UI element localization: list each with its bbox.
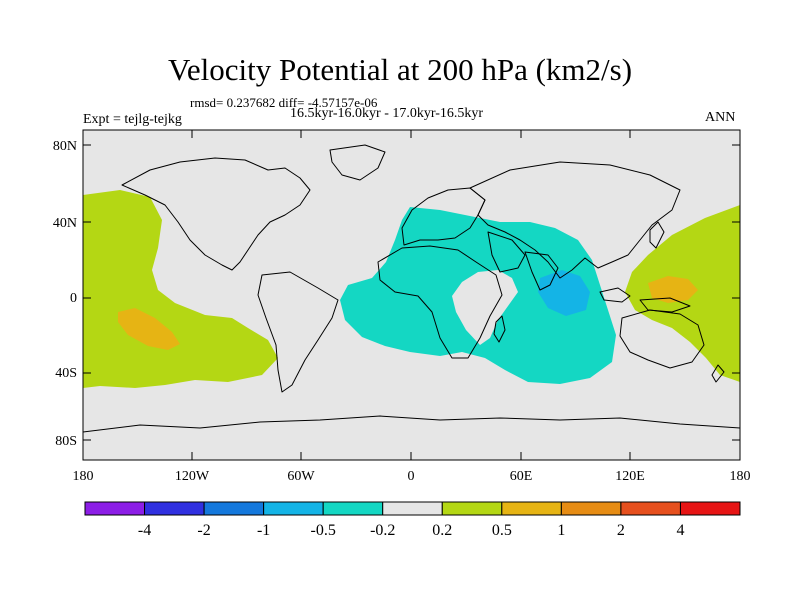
colorbar-label-1: -2 <box>197 522 210 539</box>
lon-label-60e: 60E <box>510 469 533 484</box>
colorbar-label-5: 0.2 <box>432 522 452 539</box>
colorbar-swatch-3 <box>263 501 324 516</box>
colorbar-swatch-4 <box>322 501 384 516</box>
contour-strong-negative-indian <box>538 270 590 316</box>
lat-label-40s: 40S <box>55 366 77 381</box>
colorbar-swatch-5 <box>382 501 443 516</box>
lat-ticks <box>83 144 740 441</box>
colorbar-label-7: 1 <box>557 522 565 539</box>
colorbar-swatch-2 <box>203 501 265 516</box>
lon-label-180e: 180 <box>730 469 751 484</box>
stats-label: rmsd= 0.237682 diff= -4.57157e-06 <box>190 95 378 110</box>
lon-label-120e: 120E <box>615 469 645 484</box>
contour-positive-west-pacific <box>83 190 278 388</box>
lon-ticks <box>191 130 631 460</box>
colorbar-label-3: -0.5 <box>311 522 336 539</box>
colorbar-label-2: -1 <box>257 522 270 539</box>
contour-strong-positive-west <box>118 308 180 350</box>
colorbar-label-0: -4 <box>138 522 151 539</box>
lat-label-80s: 80S <box>55 434 77 449</box>
lon-label-60w: 60W <box>287 469 315 484</box>
lon-label-120w: 120W <box>175 469 210 484</box>
colorbar-label-6: 0.5 <box>492 522 512 539</box>
colorbar-swatch-10 <box>679 501 741 516</box>
lat-label-40n: 40N <box>53 216 77 231</box>
period-label: 16.5kyr-16.0kyr - 17.0kyr-16.5kyr <box>290 106 484 121</box>
lat-label-0: 0 <box>70 291 77 306</box>
colorbar: -4 -2 -1 -0.5 -0.2 0.2 0.5 1 2 4 <box>84 501 741 539</box>
colorbar-swatch-9 <box>620 501 681 516</box>
lat-label-80n: 80N <box>53 139 77 154</box>
colorbar-swatch-0 <box>84 501 146 516</box>
map-title: Velocity Potential at 200 hPa (km2/s) <box>167 52 633 87</box>
lon-label-180w: 180 <box>73 469 94 484</box>
colorbar-swatch-1 <box>144 501 205 516</box>
contour-strong-positive-east <box>648 276 698 303</box>
lon-label-0: 0 <box>408 469 415 484</box>
season-label: ANN <box>705 110 736 125</box>
colorbar-label-9: 4 <box>676 522 684 539</box>
colorbar-swatch-7 <box>501 501 562 516</box>
experiment-label: Expt = tejlg-tejkg <box>83 112 182 127</box>
contour-negative-indian-ocean <box>340 207 616 384</box>
coastlines <box>83 144 740 433</box>
colorbar-label-4: -0.2 <box>370 522 395 539</box>
colorbar-swatch-8 <box>560 501 622 516</box>
colorbar-swatch-6 <box>441 501 503 516</box>
colorbar-label-8: 2 <box>617 522 625 539</box>
